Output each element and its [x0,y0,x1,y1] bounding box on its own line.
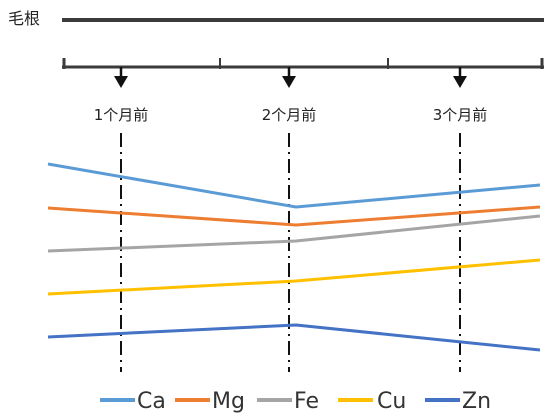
legend-label-zn: Zn [462,389,491,414]
series-line-cu [47,258,541,296]
down-arrow-icon [453,76,467,88]
hair-root-label: 毛根 [8,9,40,28]
legend-label-ca: Ca [137,389,166,414]
month-marker-label: 1个月前 [94,106,149,124]
legend-label-cu: Cu [377,389,406,414]
month-marker-label: 2个月前 [262,106,317,124]
mineral-series-lines [47,162,541,352]
month-markers: 1个月前 2个月前 3个月前 [94,67,488,372]
legend-label-fe: Fe [294,389,319,414]
month-marker-label: 3个月前 [433,106,488,124]
down-arrow-icon [114,76,128,88]
legend-label-mg: Mg [212,389,245,414]
chart-legend: Ca Mg Fe Cu Zn [100,389,491,414]
series-line-fe [47,214,541,253]
series-line-ca [47,162,541,209]
series-line-mg [47,205,541,227]
down-arrow-icon [282,76,296,88]
series-line-zn [47,323,541,352]
